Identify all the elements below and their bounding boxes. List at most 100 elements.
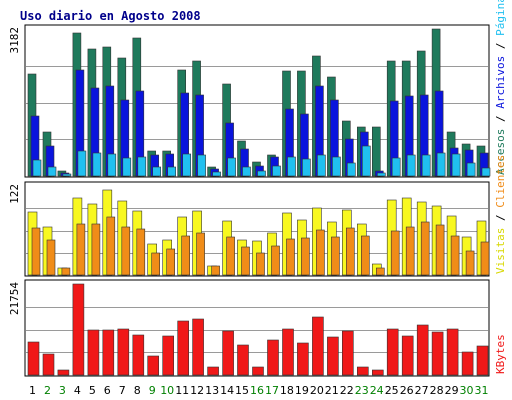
panel-top-legend: Accesos / Archivos / Páginas <box>494 0 507 175</box>
bar-kbytes-day-5 <box>87 329 100 376</box>
x-tick-label-day-1: 1 <box>29 384 36 397</box>
bar-clientes-day-8 <box>136 228 146 276</box>
legend-top-part-3: / <box>494 36 507 56</box>
legend-top-part-1: / <box>494 109 507 129</box>
bar-clientes-day-18 <box>286 238 295 276</box>
bar-paginas-day-21 <box>332 156 341 177</box>
bar-kbytes-day-9 <box>147 355 159 376</box>
bar-paginas-day-19 <box>302 158 311 177</box>
bar-paginas-day-5 <box>92 152 102 177</box>
bar-kbytes-day-11 <box>177 320 189 376</box>
bar-clientes-day-16 <box>256 252 265 276</box>
bar-kbytes-day-23 <box>356 366 369 376</box>
bar-clientes-day-25 <box>390 230 400 276</box>
bar-paginas-day-14 <box>227 157 236 177</box>
panel-middle-ymax-label: 122 <box>8 184 21 204</box>
bar-paginas-day-31 <box>481 167 491 177</box>
bar-clientes-day-1 <box>31 227 41 276</box>
bar-paginas-day-12 <box>197 154 206 177</box>
x-tick-label-day-11: 11 <box>175 384 189 397</box>
x-tick-label-day-3: 3 <box>59 384 66 397</box>
bar-clientes-day-7 <box>121 226 131 276</box>
bar-clientes-day-5 <box>91 223 101 276</box>
bar-kbytes-day-26 <box>401 335 414 376</box>
bar-kbytes-day-30 <box>461 351 474 376</box>
bar-kbytes-day-16 <box>252 366 264 376</box>
bar-paginas-day-28 <box>436 152 446 177</box>
bar-paginas-day-23 <box>361 145 371 177</box>
x-tick-label-day-15: 15 <box>235 384 249 397</box>
bar-kbytes-day-24 <box>371 369 384 376</box>
bar-paginas-day-24 <box>376 172 386 177</box>
bar-clientes-day-14 <box>226 236 235 276</box>
panel-top-ymax-label: 3182 <box>8 27 21 54</box>
x-tick-label-day-10: 10 <box>160 384 174 397</box>
bar-paginas-day-6 <box>107 153 117 177</box>
bar-clientes-day-11 <box>181 235 190 276</box>
bar-kbytes-day-12 <box>192 318 204 376</box>
chart-panels: 3182 Accesos / Archivos / Páginas 122 Visit… <box>8 0 507 377</box>
panel-middle: 122 Visitas / Clientes <box>8 155 507 277</box>
x-tick-label-day-28: 28 <box>430 384 444 397</box>
x-tick-label-day-8: 8 <box>134 384 141 397</box>
bar-kbytes-day-2 <box>42 353 55 376</box>
bar-paginas-day-30 <box>466 162 476 177</box>
bar-clientes-day-4 <box>76 223 86 276</box>
chart-title: Uso diario en Agosto 2008 <box>20 9 201 23</box>
x-tick-label-day-17: 17 <box>265 384 279 397</box>
legend-top-part-4: Páginas <box>494 0 507 36</box>
bar-kbytes-day-3 <box>57 369 70 376</box>
x-tick-label-day-13: 13 <box>205 384 219 397</box>
bar-clientes-day-20 <box>316 229 325 276</box>
bar-kbytes-day-13 <box>207 366 219 376</box>
x-tick-label-day-23: 23 <box>355 384 369 397</box>
bar-clientes-day-23 <box>360 235 370 276</box>
bar-clientes-day-29 <box>450 235 460 276</box>
bar-kbytes-day-6 <box>102 329 115 376</box>
bar-kbytes-day-19 <box>297 342 309 376</box>
bar-kbytes-day-28 <box>431 331 444 376</box>
panel-bottom-legend: KBytes <box>494 334 507 374</box>
bar-paginas-day-17 <box>272 165 281 177</box>
bar-clientes-day-21 <box>331 236 340 276</box>
bar-kbytes-day-21 <box>327 336 339 376</box>
bar-clientes-day-26 <box>405 226 415 276</box>
x-tick-label-day-30: 30 <box>460 384 474 397</box>
bar-clientes-day-9 <box>151 252 160 276</box>
x-tick-label-day-31: 31 <box>475 384 489 397</box>
bar-clientes-day-31 <box>480 241 490 276</box>
panel-middle-legend: Visitas / Clientes <box>494 155 507 274</box>
bar-clientes-day-28 <box>435 224 445 276</box>
bar-clientes-day-24 <box>375 267 385 276</box>
bar-kbytes-day-1 <box>27 341 40 376</box>
bar-kbytes-day-7 <box>117 328 130 376</box>
x-tick-label-day-24: 24 <box>370 384 384 397</box>
x-tick-label-day-14: 14 <box>220 384 234 397</box>
bar-clientes-day-12 <box>196 232 205 276</box>
bar-paginas-day-9 <box>152 166 161 177</box>
panel-bottom: 21754 KBytes <box>8 279 507 377</box>
bar-kbytes-day-18 <box>282 328 294 376</box>
x-tick-label-day-18: 18 <box>280 384 294 397</box>
x-axis-day-labels: 1 2 3 4 5 6 7 8 9 10 11 12 13 14 15 16 17 18 19 20 21 22 23 24 2… <box>29 384 489 397</box>
bar-paginas-day-3 <box>62 173 72 177</box>
legend-middle-part-1: / <box>494 208 507 228</box>
bar-kbytes-day-20 <box>312 316 324 376</box>
bar-paginas-day-29 <box>451 153 461 177</box>
bar-clientes-day-30 <box>465 250 475 276</box>
x-tick-label-day-2: 2 <box>44 384 51 397</box>
x-tick-label-day-16: 16 <box>250 384 264 397</box>
bar-kbytes-day-8 <box>132 334 145 376</box>
bar-clientes-day-6 <box>106 216 116 276</box>
legend-middle-part-0: Visitas <box>494 228 507 274</box>
x-tick-label-day-6: 6 <box>104 384 111 397</box>
bar-clientes-day-3 <box>61 267 71 276</box>
x-tick-label-day-12: 12 <box>190 384 204 397</box>
legend-top-part-2: Archivos <box>494 56 507 109</box>
x-tick-label-day-9: 9 <box>149 384 156 397</box>
bar-paginas-day-22 <box>346 162 356 177</box>
bar-kbytes-day-10 <box>162 335 174 376</box>
bar-kbytes-day-31 <box>476 345 489 376</box>
x-tick-label-day-4: 4 <box>74 384 81 397</box>
x-tick-label-day-20: 20 <box>310 384 324 397</box>
